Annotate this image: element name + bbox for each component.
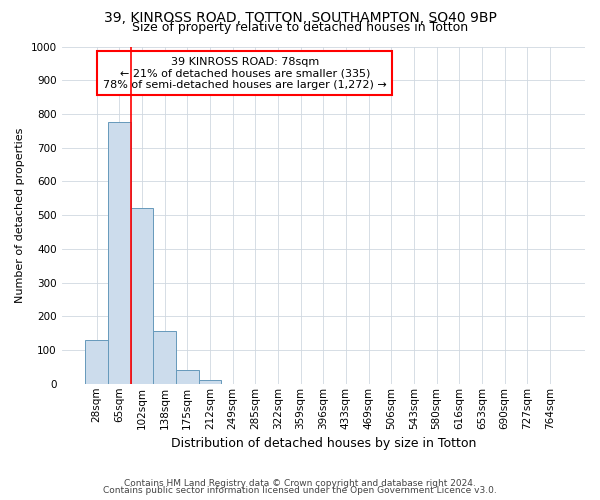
Bar	[85, 340, 108, 384]
Bar	[199, 380, 221, 384]
Y-axis label: Number of detached properties: Number of detached properties	[15, 128, 25, 303]
X-axis label: Distribution of detached houses by size in Totton: Distribution of detached houses by size …	[170, 437, 476, 450]
Text: 39 KINROSS ROAD: 78sqm
← 21% of detached houses are smaller (335)
78% of semi-de: 39 KINROSS ROAD: 78sqm ← 21% of detached…	[103, 56, 386, 90]
Bar	[131, 208, 154, 384]
Text: Contains public sector information licensed under the Open Government Licence v3: Contains public sector information licen…	[103, 486, 497, 495]
Text: Contains HM Land Registry data © Crown copyright and database right 2024.: Contains HM Land Registry data © Crown c…	[124, 478, 476, 488]
Bar	[108, 122, 131, 384]
Text: 39, KINROSS ROAD, TOTTON, SOUTHAMPTON, SO40 9BP: 39, KINROSS ROAD, TOTTON, SOUTHAMPTON, S…	[104, 11, 496, 25]
Text: Size of property relative to detached houses in Totton: Size of property relative to detached ho…	[132, 21, 468, 34]
Bar	[176, 370, 199, 384]
Bar	[154, 331, 176, 384]
